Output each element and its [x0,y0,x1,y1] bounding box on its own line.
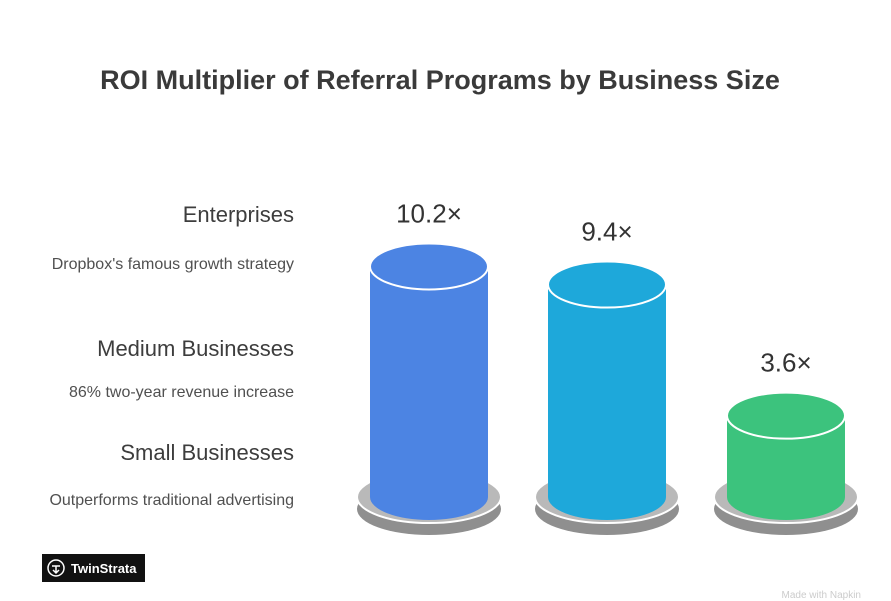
category-label-small-businesses: Small Businesses [120,440,294,465]
bar-top-1 [369,242,489,291]
description-small-businesses: Outperforms traditional advertising [49,492,294,509]
bar-body-1 [370,266,488,520]
bar-body-2 [548,284,666,520]
value-label-2: 9.4× [581,217,632,247]
brand-logo-icon [47,559,65,577]
description-enterprises: Dropbox's famous growth strategy [51,256,294,273]
category-label-enterprises: Enterprises [182,202,294,227]
bar-top-3 [726,391,846,440]
bar-2 [534,260,680,535]
bar-body-3 [727,415,845,520]
brand-name: TwinStrata [71,560,137,576]
chart-title: ROI Multiplier of Referral Programs by B… [100,65,780,95]
bar-top-2 [547,260,667,309]
bar-1 [356,242,502,535]
brand-logo: TwinStrata [42,554,145,582]
bar-3 [713,391,859,535]
value-label-3: 3.6× [760,348,811,378]
description-medium-businesses: 86% two-year revenue increase [68,384,294,401]
category-label-medium-businesses: Medium Businesses [97,336,294,361]
value-label-1: 10.2× [396,198,462,228]
footer-text: Made with Napkin [781,590,861,601]
